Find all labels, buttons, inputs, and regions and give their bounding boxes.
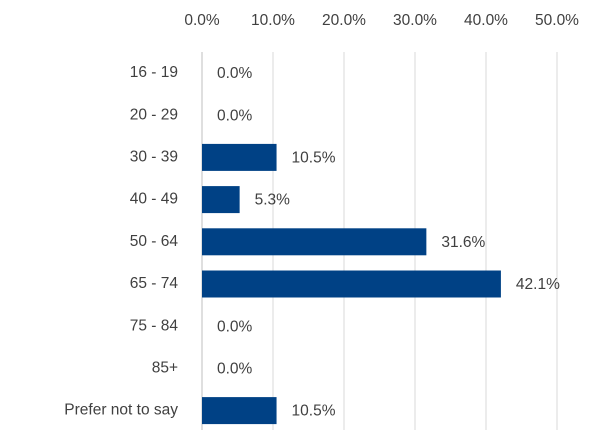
category-label: 30 - 39	[130, 148, 178, 165]
x-tick-label: 10.0%	[251, 12, 295, 29]
x-tick-label: 20.0%	[322, 12, 366, 29]
bar	[202, 228, 427, 256]
category-label: 75 - 84	[130, 317, 179, 334]
category-label: 40 - 49	[130, 191, 178, 208]
data-label: 0.0%	[217, 65, 253, 82]
data-label: 5.3%	[255, 192, 291, 209]
x-tick-label: 30.0%	[393, 12, 437, 29]
category-label: 65 - 74	[130, 275, 179, 292]
data-label: 0.0%	[217, 318, 253, 335]
category-labels: 16 - 19 20 - 29 30 - 39 40 - 49 50 - 64 65 - …	[64, 64, 178, 419]
category-label: Prefer not to say	[64, 402, 178, 419]
x-axis-ticks: 0.0% 10.0% 20.0% 30.0% 40.0% 50.0%	[184, 12, 579, 29]
category-label: 20 - 29	[130, 106, 178, 123]
data-label: 42.1%	[516, 276, 560, 293]
bar	[202, 143, 277, 171]
bar	[202, 270, 501, 298]
x-tick-label: 50.0%	[535, 12, 579, 29]
data-label: 0.0%	[217, 107, 253, 124]
data-label: 0.0%	[217, 360, 253, 377]
data-label: 10.5%	[292, 149, 336, 166]
x-tick-label: 40.0%	[464, 12, 508, 29]
data-label: 10.5%	[292, 403, 336, 420]
bars	[202, 143, 501, 425]
category-label: 50 - 64	[130, 233, 179, 250]
bar	[202, 186, 240, 214]
data-labels: 0.0% 0.0% 10.5% 5.3% 31.6% 42.1% 0.0% 0.0% 10.5%	[217, 65, 560, 420]
data-label: 31.6%	[441, 234, 485, 251]
x-tick-label: 0.0%	[184, 12, 220, 29]
category-label: 85+	[152, 359, 178, 376]
category-label: 16 - 19	[130, 64, 178, 81]
bar	[202, 397, 277, 425]
